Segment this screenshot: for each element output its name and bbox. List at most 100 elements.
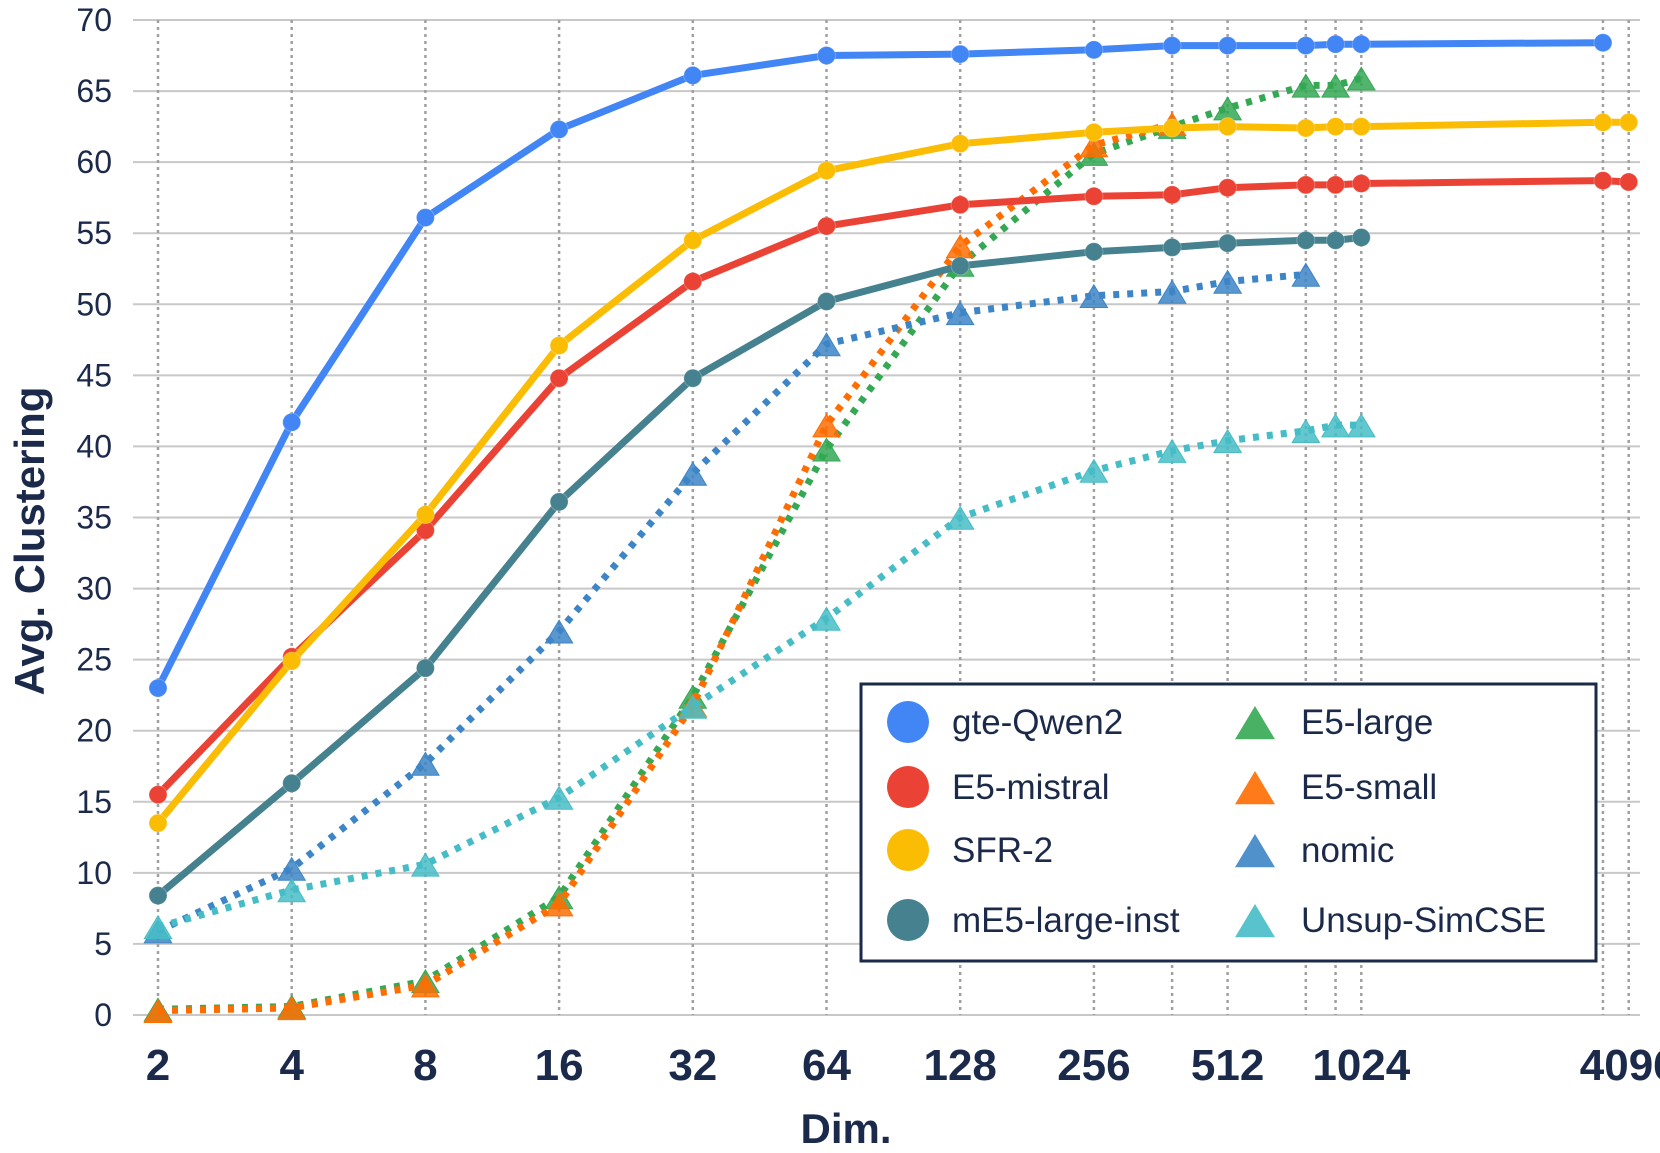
- y-tick-label: 35: [76, 500, 112, 536]
- y-tick-label: 30: [76, 571, 112, 607]
- legend-swatch: [1235, 904, 1275, 938]
- data-point: [1326, 230, 1346, 250]
- data-point: [1346, 66, 1376, 91]
- data-point: [544, 619, 574, 644]
- data-point: [1326, 34, 1346, 54]
- axis-layer: 0 5 10 15 20 25 30 35 40 45 50 55 60 65 70 2 4 8 16 32 64 128…: [76, 2, 1660, 1090]
- data-point: [1296, 230, 1316, 250]
- x-axis-title: Dim.: [800, 1105, 891, 1152]
- data-point: [1351, 173, 1371, 193]
- y-tick-label: 45: [76, 357, 112, 393]
- data-point: [1296, 36, 1316, 56]
- data-point: [950, 44, 970, 64]
- series-unsup-simcse: [143, 413, 1376, 940]
- legend-box: [859, 682, 1598, 963]
- data-point: [683, 272, 703, 292]
- data-point: [1157, 279, 1187, 304]
- legend-swatch: [1235, 771, 1275, 805]
- legend-item: nomic: [1235, 831, 1394, 870]
- data-point: [1593, 112, 1613, 132]
- data-point: [1296, 118, 1316, 138]
- data-point: [1162, 237, 1182, 257]
- y-tick-label: 5: [94, 926, 112, 962]
- data-point: [1619, 172, 1639, 192]
- x-tick-label: 128: [923, 1041, 996, 1090]
- data-point: [945, 300, 975, 326]
- data-point: [1291, 418, 1321, 443]
- data-point: [1162, 36, 1182, 56]
- data-point: [1346, 413, 1376, 438]
- data-point: [817, 216, 836, 236]
- data-point: [410, 852, 440, 877]
- legend-item: SFR-2: [887, 829, 1053, 871]
- data-point: [1593, 171, 1613, 191]
- legend-label: E5-mistral: [952, 768, 1110, 807]
- data-point: [1351, 227, 1371, 247]
- data-point: [1218, 117, 1238, 137]
- y-tick-label: 70: [76, 2, 112, 38]
- legend-swatch: [1235, 706, 1275, 740]
- data-point: [945, 234, 975, 259]
- legend-label: gte-Qwen2: [952, 703, 1123, 742]
- data-point: [812, 413, 841, 438]
- data-point: [678, 461, 708, 486]
- legend-label: Unsup-SimCSE: [1301, 901, 1546, 940]
- data-point: [1079, 458, 1109, 483]
- data-point: [1619, 112, 1639, 132]
- series-me5-large-inst: [148, 227, 1371, 906]
- y-tick-label: 60: [76, 144, 112, 180]
- data-point: [1326, 117, 1346, 137]
- data-point: [950, 134, 970, 154]
- data-point: [812, 332, 841, 357]
- y-tick-label: 40: [76, 428, 112, 464]
- series-layer: [143, 33, 1639, 1023]
- data-point: [1296, 175, 1316, 195]
- data-point: [549, 492, 569, 512]
- legend-swatch: [1235, 834, 1275, 868]
- x-tick-label: 16: [535, 1041, 584, 1090]
- data-point: [143, 998, 173, 1023]
- data-point: [1213, 428, 1243, 453]
- data-point: [1157, 438, 1187, 463]
- data-point: [1084, 186, 1104, 206]
- data-point: [945, 505, 975, 530]
- data-point: [950, 256, 970, 276]
- data-point: [1084, 122, 1104, 142]
- data-point: [1321, 73, 1351, 98]
- data-point: [410, 751, 440, 776]
- legend-swatch: [887, 766, 929, 808]
- data-point: [282, 651, 302, 671]
- data-point: [1079, 133, 1109, 158]
- data-point: [549, 119, 569, 139]
- data-point: [1079, 283, 1109, 308]
- data-point: [817, 161, 836, 181]
- data-point: [277, 995, 307, 1021]
- data-point: [415, 658, 435, 678]
- x-tick-label: 1024: [1312, 1041, 1410, 1090]
- data-point: [1351, 34, 1371, 54]
- y-tick-label: 25: [76, 642, 112, 678]
- legend-label: E5-large: [1301, 703, 1433, 742]
- legend-swatch: [887, 701, 929, 743]
- legend-item: gte-Qwen2: [887, 701, 1123, 743]
- legend-swatch: [887, 829, 929, 871]
- x-tick-label: 64: [802, 1041, 851, 1090]
- legend-label: nomic: [1301, 831, 1394, 870]
- data-point: [549, 368, 569, 388]
- data-point: [678, 694, 708, 719]
- data-point: [683, 65, 703, 85]
- data-point: [1351, 117, 1371, 137]
- series-line: [154, 39, 1603, 690]
- y-tick-label: 50: [76, 286, 112, 322]
- data-point: [148, 785, 168, 805]
- data-point: [1084, 40, 1104, 60]
- data-point: [1213, 269, 1243, 294]
- x-tick-label: 256: [1057, 1041, 1130, 1090]
- x-tick-label: 512: [1191, 1041, 1264, 1090]
- data-point: [817, 291, 836, 311]
- legend: gte-Qwen2 E5-mistral SFR-2 mE5-large-inst E5…: [859, 682, 1598, 963]
- data-point: [148, 678, 168, 698]
- legend-item: E5-small: [1235, 768, 1437, 807]
- data-point: [415, 505, 435, 525]
